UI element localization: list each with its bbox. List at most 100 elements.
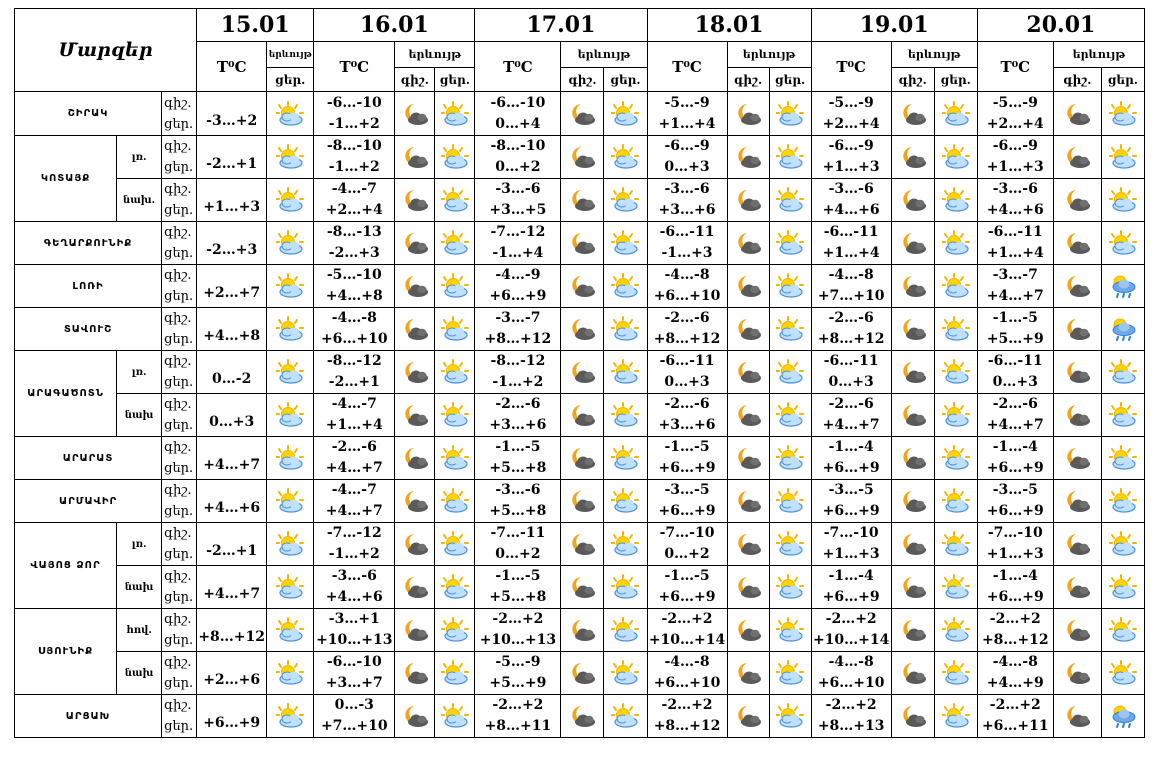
weather-cell bbox=[1052, 608, 1102, 652]
weather-cell bbox=[726, 651, 770, 695]
day-temp: 0…+3 bbox=[664, 374, 710, 390]
night-temp: -5…-9 bbox=[992, 94, 1038, 111]
temp-cell: -3…-6 +4…+6 bbox=[976, 178, 1054, 222]
sun-behind-cloud-icon bbox=[276, 273, 305, 299]
day-temp: +3…+6 bbox=[489, 417, 547, 433]
temp-cell: -3…+1 +10…+13 bbox=[313, 608, 396, 652]
weather-cell bbox=[768, 436, 812, 480]
moon-cloud-icon bbox=[401, 703, 429, 729]
weather-cell bbox=[266, 393, 315, 437]
moon-cloud-icon bbox=[734, 660, 762, 686]
moon-cloud-icon bbox=[734, 445, 762, 471]
date-header: 19.01 bbox=[810, 8, 978, 42]
sun-behind-cloud-icon bbox=[440, 273, 469, 299]
weather-cell bbox=[266, 221, 315, 265]
weather-cell bbox=[266, 436, 315, 480]
temp-cell: -6…-11 +1…+4 bbox=[976, 221, 1054, 265]
temp-cell: -2…-6 +3…+6 bbox=[474, 393, 562, 437]
night-temp: -4…-7 bbox=[331, 396, 377, 412]
moon-cloud-icon bbox=[568, 703, 596, 729]
day-temp: +2…+4 bbox=[325, 202, 383, 218]
day-temp: +4…+7 bbox=[986, 288, 1044, 304]
sun-behind-cloud-icon bbox=[611, 359, 640, 385]
temp-cell: -2…-6 +4…+7 bbox=[976, 393, 1054, 437]
night-label: գիշ. bbox=[164, 354, 192, 369]
temp-cell: -1…-4 +6…+9 bbox=[810, 436, 892, 480]
day-temp: +10…+14 bbox=[648, 632, 726, 648]
weather-cell bbox=[560, 91, 605, 136]
weather-cell bbox=[394, 393, 436, 437]
moon-cloud-icon bbox=[401, 359, 429, 385]
sun-behind-cloud-icon bbox=[611, 488, 640, 514]
temp-cell: -7…-11 0…+2 bbox=[474, 522, 562, 566]
day-temp: +2…+4 bbox=[822, 115, 880, 132]
temp-cell: -3…-6 +4…+6 bbox=[810, 178, 892, 222]
day-temp: +6…+9 bbox=[986, 589, 1044, 605]
moon-cloud-icon bbox=[568, 144, 596, 170]
day-temp: +6…+9 bbox=[986, 503, 1044, 519]
region-name: ԱՐՄԱՎԻՐ bbox=[13, 479, 163, 523]
temp-cell: -1…-5 +6…+9 bbox=[646, 565, 728, 609]
weather-cell bbox=[890, 522, 935, 566]
sun-behind-cloud-icon bbox=[941, 660, 970, 686]
day-temp: +6…+9 bbox=[822, 503, 880, 519]
moon-cloud-icon bbox=[1063, 445, 1091, 471]
day-temp: +6…+10 bbox=[817, 675, 885, 691]
day-label: ցեր. bbox=[164, 332, 194, 347]
sun-behind-cloud-icon bbox=[776, 531, 805, 557]
forecast-table: Մարզեր 15.01 16.01 17.01 18.01 19.01 20.… bbox=[13, 8, 1146, 738]
sun-behind-cloud-icon bbox=[776, 100, 805, 127]
temp-cell: -5…-10 +4…+8 bbox=[313, 264, 396, 308]
sun-behind-cloud-icon bbox=[941, 100, 970, 127]
sun-behind-cloud-icon bbox=[276, 230, 305, 256]
date-header: 17.01 bbox=[474, 8, 648, 42]
weather-cell bbox=[1052, 264, 1102, 308]
moon-cloud-icon bbox=[734, 703, 762, 729]
moon-cloud-icon bbox=[734, 101, 762, 127]
moon-cloud-icon bbox=[401, 488, 429, 514]
weather-cell bbox=[560, 264, 605, 308]
day-temp: -1…+2 bbox=[328, 546, 380, 562]
period-labels: գիշ. ցեր. bbox=[161, 393, 198, 437]
weather-cell bbox=[394, 221, 436, 265]
temp-cell: -5…-9 +1…+4 bbox=[646, 91, 728, 136]
moon-cloud-icon bbox=[734, 402, 762, 428]
sun-behind-cloud-icon bbox=[440, 144, 469, 170]
day-temp: +4…+9 bbox=[986, 675, 1044, 691]
day-temp: +10…+13 bbox=[479, 632, 557, 648]
temp-cell: -7…-10 +1…+3 bbox=[976, 522, 1054, 566]
night-temp: -6…-10 bbox=[490, 94, 546, 111]
weather-cell bbox=[394, 135, 436, 179]
date-header: 15.01 bbox=[196, 8, 315, 42]
night-label: գիշ. bbox=[164, 139, 192, 154]
night-temp: -4…-8 bbox=[828, 267, 874, 283]
date-header: 16.01 bbox=[313, 8, 476, 42]
day-temp: -2…+3 bbox=[328, 245, 380, 261]
day-label: ցեր. bbox=[164, 289, 194, 304]
weather-cell bbox=[726, 479, 770, 523]
night-label: գիշ. bbox=[890, 67, 935, 92]
temp-cell: -6…-10 0…+4 bbox=[474, 91, 562, 136]
temp-cell: -3…-6 +3…+6 bbox=[646, 178, 728, 222]
night-temp: -3…-7 bbox=[992, 267, 1038, 283]
moon-cloud-icon bbox=[401, 101, 429, 127]
weather-cell bbox=[768, 565, 812, 609]
period-labels: գիշ. ցեր. bbox=[161, 565, 198, 609]
weather-cell bbox=[560, 436, 605, 480]
weather-cell bbox=[434, 608, 476, 652]
sun-behind-cloud-icon bbox=[776, 402, 805, 428]
night-temp: -1…-5 bbox=[495, 439, 541, 455]
temp-cell: -1…-4 +6…+9 bbox=[976, 436, 1054, 480]
temp-cell: -4…-8 +6…+10 bbox=[646, 651, 728, 695]
weather-cell bbox=[394, 651, 436, 695]
weather-cell bbox=[726, 264, 770, 308]
sun-behind-cloud-icon bbox=[440, 445, 469, 471]
night-label: գիշ. bbox=[164, 526, 192, 541]
weather-cell bbox=[394, 522, 436, 566]
temp-header: T⁰C bbox=[196, 41, 268, 92]
weather-cell bbox=[266, 307, 315, 351]
moon-cloud-icon bbox=[1063, 273, 1091, 299]
weather-cell bbox=[603, 264, 648, 308]
day-label: ցեր. bbox=[164, 719, 194, 734]
day-temp: +5…+9 bbox=[986, 331, 1044, 347]
